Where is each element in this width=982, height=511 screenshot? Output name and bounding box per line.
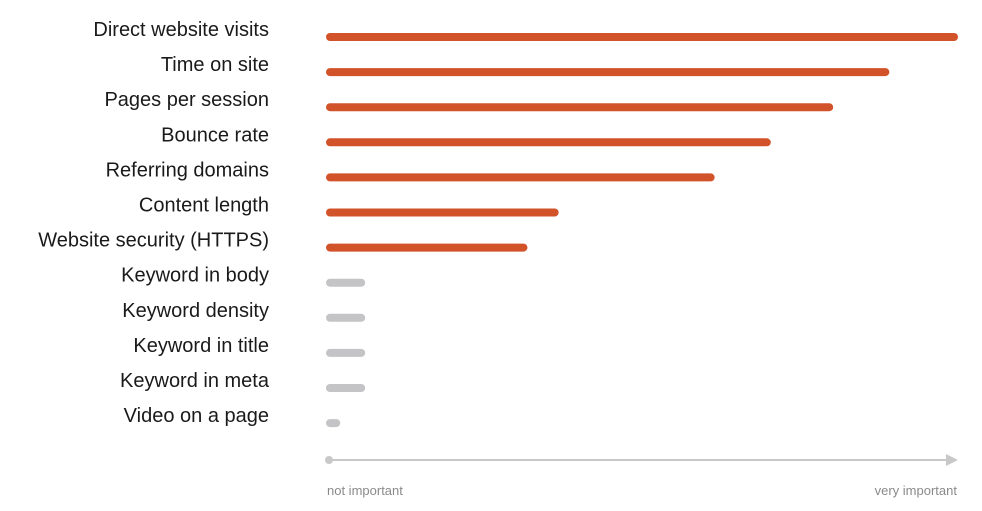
axis-arrowhead bbox=[946, 454, 958, 466]
category-label: Video on a page bbox=[124, 405, 269, 427]
category-label: Pages per session bbox=[104, 89, 269, 111]
axis-max-label: very important bbox=[875, 483, 958, 498]
importance-axis: not important very important bbox=[325, 454, 958, 498]
category-label: Referring domains bbox=[106, 159, 269, 181]
category-label: Keyword density bbox=[122, 300, 269, 322]
category-label: Bounce rate bbox=[161, 124, 269, 146]
category-label: Content length bbox=[139, 195, 269, 217]
category-labels: Direct website visits Time on site Pages p… bbox=[38, 19, 270, 427]
axis-origin-dot bbox=[325, 456, 333, 464]
category-label: Keyword in meta bbox=[120, 370, 270, 392]
axis-min-label: not important bbox=[327, 483, 403, 498]
bars bbox=[326, 33, 958, 428]
category-label: Time on site bbox=[161, 54, 269, 76]
category-label: Website security (HTTPS) bbox=[38, 230, 269, 252]
category-label: Keyword in title bbox=[133, 335, 269, 357]
category-label: Keyword in body bbox=[121, 265, 269, 287]
category-label: Direct website visits bbox=[93, 19, 269, 41]
